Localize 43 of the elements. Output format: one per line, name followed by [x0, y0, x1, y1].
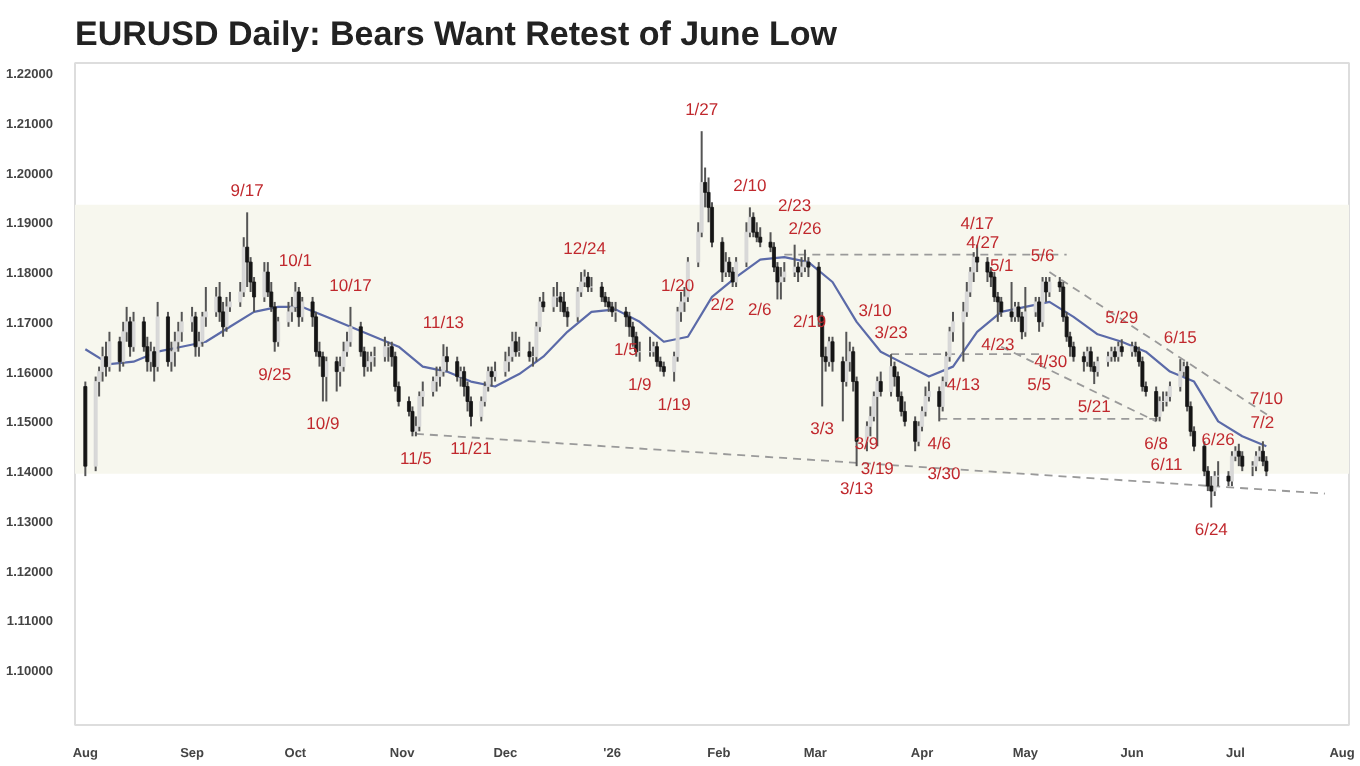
annotation: 12/24: [563, 237, 607, 258]
annotation: 2/23: [778, 194, 812, 215]
annotation: 6/24: [1194, 519, 1229, 540]
annotation: 1/20: [661, 274, 695, 295]
annotation: 3/13: [840, 478, 874, 499]
annotation: 9/17: [230, 180, 265, 201]
annotation: 4/6: [927, 433, 952, 454]
annotation: 6/26: [1201, 429, 1236, 450]
annotation: 5/1: [989, 254, 1015, 275]
annotation: 2/10: [733, 175, 767, 196]
annotation: 2/2: [710, 294, 735, 315]
annotation: 7/2: [1250, 411, 1275, 432]
annotation: 3/23: [874, 322, 909, 343]
annotation: 3/10: [858, 299, 893, 320]
annotation: 11/13: [422, 312, 465, 333]
annotation: 5/5: [1027, 373, 1052, 394]
annotation: 4/30: [1034, 351, 1068, 372]
annotation: 4/13: [946, 373, 981, 394]
annotation: 4/27: [966, 232, 1000, 253]
annotation: 5/21: [1077, 396, 1112, 417]
annotation: 1/27: [685, 99, 719, 120]
annotation: 3/30: [927, 463, 962, 484]
annotation: 11/21: [450, 438, 493, 459]
annotation: 10/9: [306, 413, 340, 434]
annotation: 2/6: [747, 298, 773, 319]
annotation: 10/17: [329, 274, 373, 295]
annotation: 4/23: [981, 333, 1015, 354]
annotation: 5/6: [1030, 245, 1055, 266]
annotation: 11/5: [399, 448, 433, 469]
annotation: 6/15: [1163, 327, 1198, 348]
annotation: 2/26: [788, 217, 823, 238]
annotation: 5/29: [1105, 307, 1139, 328]
annotation: 3/19: [860, 458, 895, 479]
annotation: 1/9: [627, 373, 653, 394]
annotation: 3/3: [810, 418, 835, 439]
annotation: 9/25: [258, 363, 292, 384]
annotation: 4/17: [960, 212, 995, 233]
chart-title: EURUSD Daily: Bears Want Retest of June Low: [75, 15, 839, 53]
annotation: 10/1: [278, 250, 313, 271]
annotation: 7/10: [1249, 388, 1284, 409]
annotation: 1/19: [657, 393, 692, 414]
annotation: 6/11: [1150, 454, 1183, 475]
annotation: 6/8: [1144, 433, 1169, 454]
